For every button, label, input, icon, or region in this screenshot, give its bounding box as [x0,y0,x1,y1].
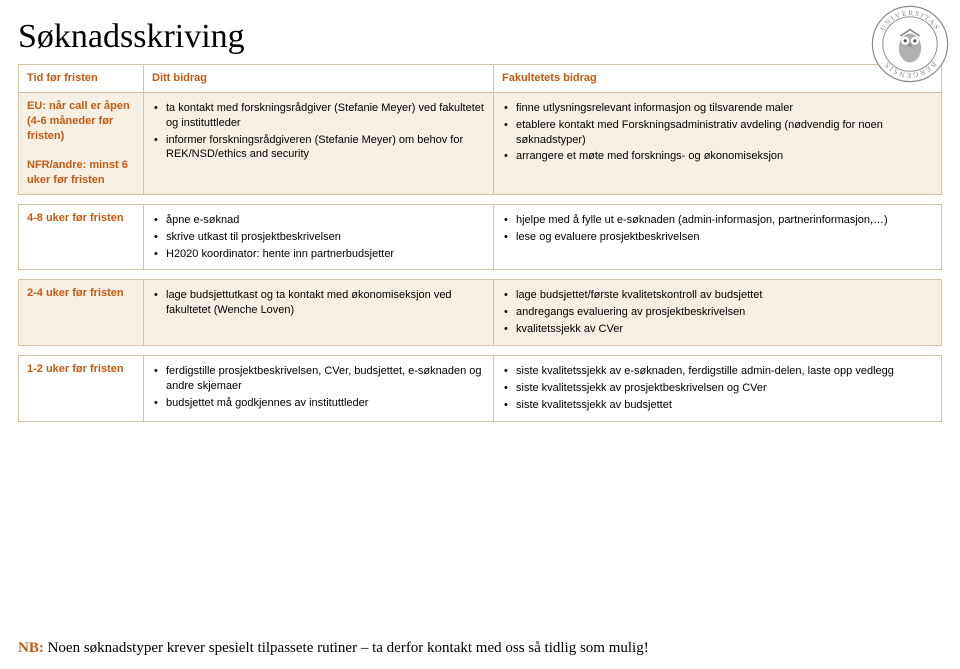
fak-cell: finne utlysningsrelevant informasjon og … [494,92,942,194]
list-item: kvalitetssjekk av CVer [502,322,933,337]
list-item: finne utlysningsrelevant informasjon og … [502,101,933,116]
list-item: etablere kontakt med Forskningsadministr… [502,118,933,148]
university-logo: UNIVERSITAS BERGENSIS [870,4,950,84]
list-item: ta kontakt med forskningsrådgiver (Stefa… [152,101,485,131]
list-item: siste kvalitetssjekk av e-søknaden, ferd… [502,364,933,379]
table-row: 1-2 uker før fristen ferdigstille prosjek… [19,355,942,421]
list-item: arrangere et møte med forsknings- og øko… [502,149,933,164]
header-bidrag: Ditt bidrag [144,65,494,93]
list-item: hjelpe med å fylle ut e-søknaden (admin-… [502,213,933,228]
time-cell: 4-8 uker før fristen [19,204,144,270]
page-title: Søknadsskriving [0,0,960,64]
table-header-row: Tid før fristen Ditt bidrag Fakultetets … [19,65,942,93]
table-row: 4-8 uker før fristen åpne e-søknad skrive … [19,204,942,270]
schedule-table: Tid før fristen Ditt bidrag Fakultetets … [18,64,942,422]
list-item: budsjettet må godkjennes av instituttled… [152,396,485,411]
table-row: EU: når call er åpen (4-6 måneder før fr… [19,92,942,194]
footer-text: Noen søknadstyper krever spesielt tilpas… [44,640,649,656]
list-item: H2020 koordinator: hente inn partnerbuds… [152,247,485,262]
schedule-table-container: Tid før fristen Ditt bidrag Fakultetets … [0,64,960,422]
bidrag-cell: ta kontakt med forskningsrådgiver (Stefa… [144,92,494,194]
list-item: siste kvalitetssjekk av budsjettet [502,398,933,413]
header-time: Tid før fristen [19,65,144,93]
spacer-row [19,270,942,280]
footer-note: NB: Noen søknadstyper krever spesielt ti… [18,640,942,657]
list-item: lage budsjettet/første kvalitetskontroll… [502,288,933,303]
spacer-row [19,345,942,355]
list-item: lese og evaluere prosjektbeskrivelsen [502,230,933,245]
list-item: åpne e-søknad [152,213,485,228]
time-cell: 2-4 uker før fristen [19,280,144,346]
list-item: skrive utkast til prosjektbeskrivelsen [152,230,485,245]
bidrag-cell: åpne e-søknad skrive utkast til prosjektb… [144,204,494,270]
bidrag-cell: ferdigstille prosjektbeskrivelsen, CVer,… [144,355,494,421]
list-item: siste kvalitetssjekk av prosjektbeskrive… [502,381,933,396]
bidrag-cell: lage budsjettutkast og ta kontakt med øk… [144,280,494,346]
fak-cell: siste kvalitetssjekk av e-søknaden, ferd… [494,355,942,421]
list-item: andregangs evaluering av prosjektbeskriv… [502,305,933,320]
time-cell: 1-2 uker før fristen [19,355,144,421]
table-row: 2-4 uker før fristen lage budsjettutkast … [19,280,942,346]
time-cell: EU: når call er åpen (4-6 måneder før fr… [19,92,144,194]
list-item: lage budsjettutkast og ta kontakt med øk… [152,288,485,318]
fak-cell: hjelpe med å fylle ut e-søknaden (admin-… [494,204,942,270]
footer-prefix: NB: [18,640,44,656]
list-item: informer forskningsrådgiveren (Stefanie … [152,133,485,163]
spacer-row [19,194,942,204]
list-item: ferdigstille prosjektbeskrivelsen, CVer,… [152,364,485,394]
fak-cell: lage budsjettet/første kvalitetskontroll… [494,280,942,346]
